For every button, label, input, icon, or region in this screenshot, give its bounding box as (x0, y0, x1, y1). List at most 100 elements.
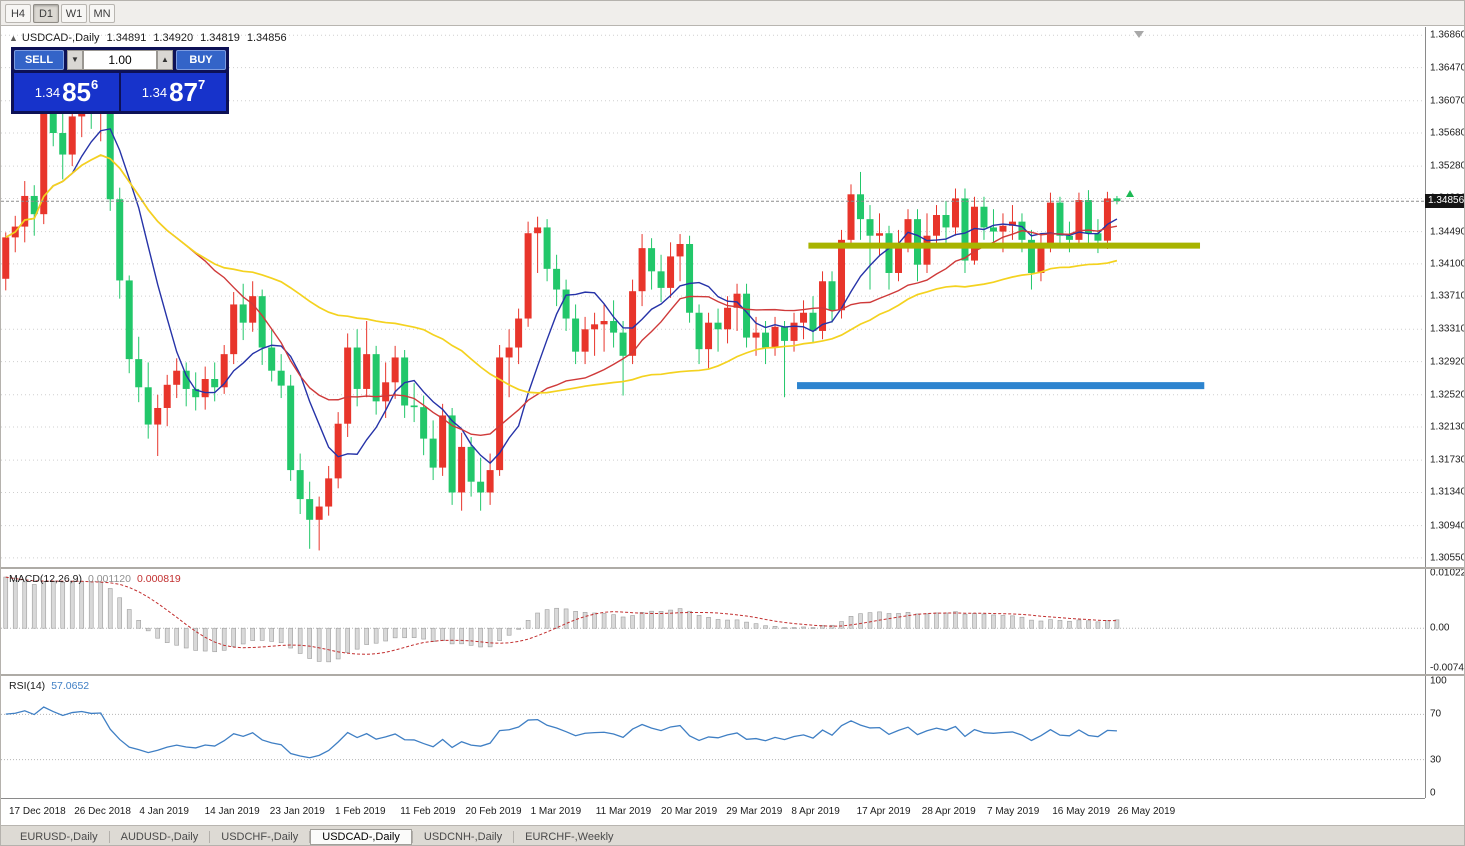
ohlc-high: 1.34920 (153, 32, 194, 44)
buy-price-pips: 87 (169, 77, 198, 107)
price-axis[interactable]: 1.36860 1.36470 1.36070 1.35680 1.35280 1.348… (1425, 27, 1465, 799)
sell-price-button[interactable]: 1.34 85 6 (14, 73, 119, 111)
chart-shift-marker[interactable] (1133, 31, 1144, 38)
volume-decrease-button[interactable]: ▼ (67, 50, 83, 70)
price-axis-label: 1.36070 (1430, 95, 1465, 107)
date-label: 29 Mar 2019 (726, 806, 783, 817)
candlestick-chart[interactable] (1, 27, 1425, 567)
date-label: 17 Apr 2019 (856, 806, 911, 817)
buy-button[interactable]: BUY (176, 50, 226, 70)
date-label: 8 Apr 2019 (791, 806, 840, 817)
rsi-name: RSI(14) (9, 680, 46, 692)
current-price-tag: 1.34856 (1425, 194, 1464, 209)
sell-price-base: 1.34 (34, 84, 61, 100)
price-axis-label: 1.35680 (1430, 127, 1465, 139)
buy-price-base: 1.34 (141, 84, 168, 100)
tab-separator (513, 830, 515, 843)
chart-tab-eurusd[interactable]: EURUSD-,Daily (20, 830, 98, 843)
price-axis-label: 1.32130 (1430, 421, 1465, 433)
sell-price-pips: 85 (62, 77, 91, 107)
buy-price-button[interactable]: 1.34 87 7 (121, 73, 226, 111)
date-label: 26 May 2019 (1117, 806, 1176, 817)
chart-tab-eurchf[interactable]: EURCHF-,Weekly (525, 830, 614, 843)
chart-ohlc-title: ▲ USDCAD-,Daily 1.34891 1.34920 1.34819 1.348… (9, 32, 287, 44)
price-axis-label: 1.30940 (1430, 520, 1465, 532)
time-axis[interactable]: 17 Dec 2018 26 Dec 2018 4 Jan 2019 14 Jan 2… (1, 798, 1425, 825)
pane-splitter[interactable] (1, 674, 1464, 676)
date-label: 1 Mar 2019 (530, 806, 582, 817)
date-label: 7 May 2019 (987, 806, 1040, 817)
chart-tab-usdcnh[interactable]: USDCNH-,Daily (423, 830, 503, 843)
volume-input[interactable] (83, 50, 157, 70)
chart-tab-usdchf[interactable]: USDCHF-,Daily (221, 830, 299, 843)
buy-price-pipette: 7 (198, 77, 206, 92)
rsi-axis-label: 0 (1430, 787, 1436, 799)
price-axis-label: 1.32520 (1430, 389, 1465, 401)
price-axis-label: 1.31340 (1430, 486, 1465, 498)
date-label: 16 May 2019 (1052, 806, 1111, 817)
macd-label: MACD(12,26,9) 0.001120 0.000819 (9, 573, 181, 585)
price-axis-label: 1.34490 (1430, 226, 1465, 238)
date-label: 4 Jan 2019 (139, 806, 189, 817)
tab-separator (309, 830, 311, 843)
chart-tab-audusd[interactable]: AUDUSD-,Daily (120, 830, 199, 843)
macd-axis-label: 0.010229 (1430, 567, 1464, 579)
macd-axis-label: 0.00 (1430, 622, 1450, 634)
price-axis-label: 1.36860 (1430, 29, 1465, 41)
date-label: 20 Feb 2019 (465, 806, 522, 817)
timeframe-button-w1[interactable]: W1 (61, 3, 87, 23)
rsi-value: 57.0652 (51, 680, 90, 692)
timeframe-button-h4[interactable]: H4 (5, 3, 31, 23)
ohlc-open: 1.34891 (106, 32, 147, 44)
price-axis-label: 1.35280 (1430, 160, 1465, 172)
date-label: 1 Feb 2019 (335, 806, 386, 817)
sell-button[interactable]: SELL (14, 50, 64, 70)
tab-separator (209, 830, 211, 843)
price-axis-label: 1.31730 (1430, 454, 1465, 466)
chart-window: ▲ USDCAD-,Daily 1.34891 1.34920 1.34819 1.348… (1, 26, 1465, 825)
macd-main-value: 0.001120 (87, 573, 131, 585)
rsi-line (5, 706, 1117, 759)
grid-lines (1, 34, 1425, 559)
macd-signal-value: 0.000819 (136, 573, 181, 585)
tick-up-arrow (1125, 190, 1134, 198)
price-axis-label: 1.36470 (1430, 62, 1465, 74)
macd-axis-label: -0.007477 (1430, 662, 1464, 674)
ma-45-line (5, 154, 1118, 394)
date-label: 14 Jan 2019 (204, 806, 260, 817)
one-click-toggle-icon[interactable]: ▲ (9, 33, 18, 43)
timeframe-toolbar: H4 D1 W1 MN (1, 1, 1464, 26)
timeframe-button-d1[interactable]: D1 (33, 3, 59, 23)
ma-20-line (5, 154, 1118, 437)
volume-increase-button[interactable]: ▲ (157, 50, 173, 70)
timeframe-button-mn[interactable]: MN (89, 3, 115, 23)
sell-price-pipette: 6 (91, 77, 99, 92)
rsi-indicator-pane[interactable] (1, 676, 1425, 798)
macd-name: MACD(12,26,9) (9, 573, 82, 585)
pane-splitter[interactable] (1, 567, 1464, 569)
moving-average-lines (5, 128, 1118, 465)
rsi-axis-label: 70 (1430, 708, 1442, 720)
ma-8-line (5, 128, 1118, 465)
chart-tab-usdcad[interactable]: USDCAD-,Daily (310, 828, 412, 845)
price-axis-label: 1.30550 (1430, 552, 1465, 564)
rsi-axis-label: 100 (1430, 675, 1447, 687)
ohlc-low: 1.34819 (200, 32, 240, 44)
tab-separator (411, 830, 413, 843)
macd-indicator-pane[interactable] (1, 569, 1425, 674)
price-axis-label: 1.34100 (1430, 258, 1465, 270)
tab-separator (108, 830, 110, 843)
macd-signal-line (5, 576, 1117, 655)
date-label: 11 Feb 2019 (400, 806, 456, 817)
date-label: 23 Jan 2019 (269, 806, 325, 817)
chart-tabs-bar: EURUSD-,Daily AUDUSD-,Daily USDCHF-,Daily U… (1, 825, 1464, 845)
rsi-label: RSI(14) 57.0652 (9, 680, 89, 692)
price-axis-label: 1.32920 (1430, 356, 1465, 368)
date-label: 20 Mar 2019 (661, 806, 718, 817)
date-label: 11 Mar 2019 (595, 806, 652, 817)
ohlc-close: 1.34856 (246, 32, 287, 44)
date-label: 28 Apr 2019 (921, 806, 976, 817)
macd-histogram (3, 576, 1120, 663)
